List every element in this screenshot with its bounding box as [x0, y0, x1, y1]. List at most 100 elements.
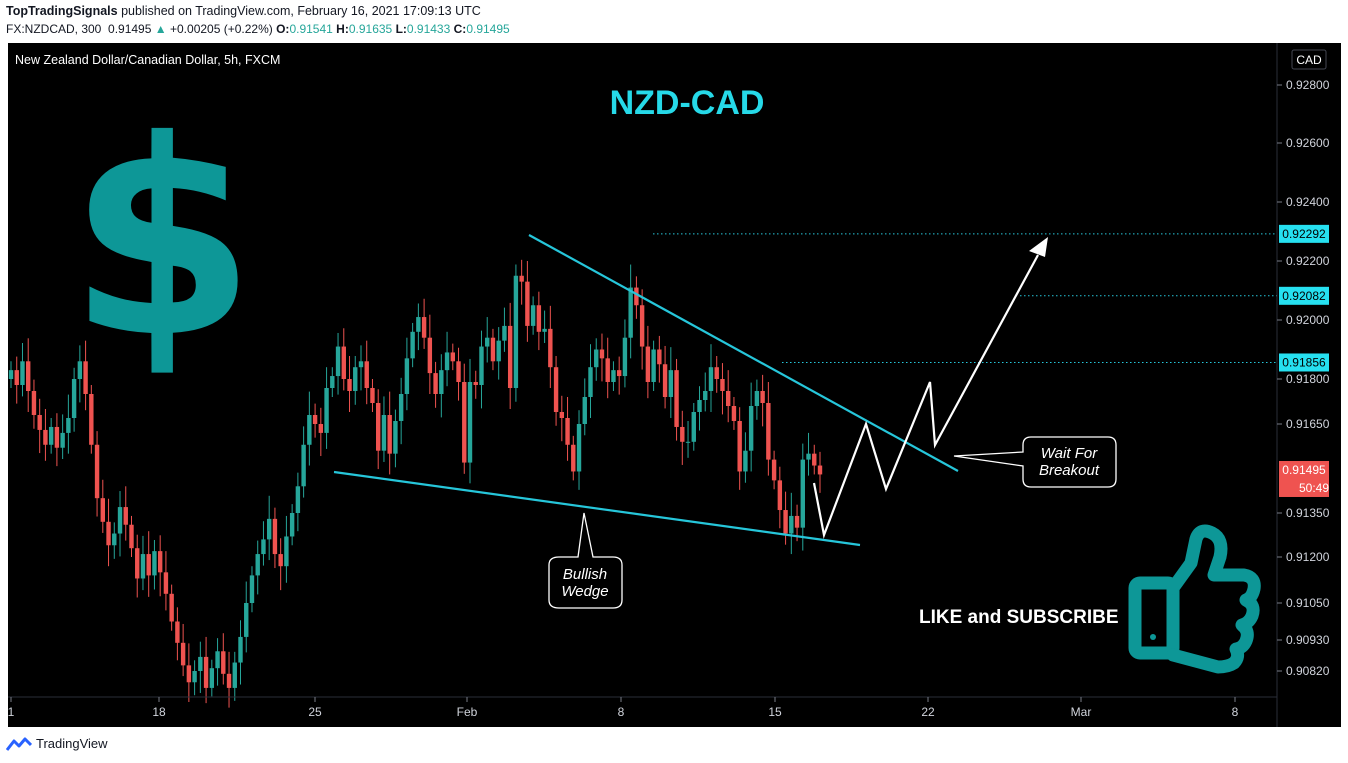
bullish-wedge-callout[interactable]: Bullish Wedge — [548, 512, 623, 609]
chart-svg[interactable]: Bullish Wedge Wait For Breakout New Zealan… — [8, 43, 1341, 727]
candle-body — [674, 370, 679, 427]
candle-body — [289, 513, 295, 537]
projection-path[interactable] — [812, 254, 1039, 540]
candle-body — [71, 379, 77, 418]
publisher-name[interactable]: TopTradingSignals — [6, 4, 118, 18]
candle-body — [215, 651, 220, 669]
candle-body — [559, 412, 565, 418]
candle-body — [622, 337, 628, 377]
candle-body — [513, 275, 519, 388]
candle-body — [662, 364, 668, 397]
y-tick-label: 0.90820 — [1286, 664, 1330, 678]
candle-body — [645, 346, 651, 382]
last-price-label: 0.91495 — [1282, 463, 1326, 477]
candle-body — [697, 400, 702, 412]
candle-body — [54, 426, 60, 448]
time-axis[interactable]: 1 18 25 Feb 8 15 22 Mar 8 — [8, 697, 1239, 719]
candle-body — [180, 642, 186, 666]
candle-body — [238, 636, 243, 663]
candle-body — [553, 367, 559, 412]
candle-body — [485, 337, 490, 347]
candle-body — [439, 370, 444, 394]
candle-body — [754, 391, 760, 406]
candle-body — [536, 305, 542, 332]
price-tags: 0.92292 0.92082 0.91856 0.91495 50:49 — [1279, 224, 1329, 497]
candle-body — [261, 539, 266, 555]
candle-body — [548, 328, 553, 368]
candle-body — [714, 367, 719, 379]
candle-body — [450, 352, 455, 362]
candle-body — [748, 406, 754, 451]
candle-body — [651, 349, 656, 382]
svg-text:CAD: CAD — [1296, 53, 1322, 67]
candle-body — [100, 498, 106, 522]
candle-body — [123, 507, 128, 525]
change-value: +0.00205 (+0.22%) — [170, 22, 273, 36]
candle-body — [571, 444, 576, 472]
like-subscribe-text: LIKE and SUBSCRIBE — [919, 607, 1119, 628]
wedge-upper-line[interactable] — [528, 234, 959, 472]
candle-body — [140, 554, 146, 579]
candle-body — [278, 554, 283, 567]
candle-body — [691, 412, 696, 442]
breakout-callout[interactable]: Wait For Breakout — [953, 436, 1117, 488]
y-tick-label: 0.91350 — [1286, 506, 1330, 520]
last-price-countdown: 50:49 — [1299, 481, 1329, 495]
candle-body — [175, 621, 180, 643]
x-tick-label: 8 — [1232, 705, 1239, 719]
candle-body — [60, 432, 65, 448]
candle-body — [66, 418, 71, 433]
open-value: 0.91541 — [289, 22, 333, 36]
candle-body — [347, 379, 352, 391]
chart-panel[interactable]: Bullish Wedge Wait For Breakout New Zealan… — [8, 43, 1341, 727]
candle-body — [582, 397, 587, 424]
y-tick-label: 0.92400 — [1286, 195, 1330, 209]
price-axis[interactable]: 0.92800 0.92600 0.92400 0.92200 0.92000 0.918… — [1277, 78, 1330, 678]
price-levels — [653, 233, 1277, 363]
y-tick-label: 0.92200 — [1286, 254, 1330, 268]
candle-body — [295, 486, 301, 513]
price-level-tag-label: 0.92292 — [1282, 227, 1326, 241]
x-tick-label: 25 — [308, 705, 322, 719]
currency-button[interactable]: CAD — [1291, 49, 1327, 70]
price-level-tag-label: 0.92082 — [1282, 289, 1326, 303]
candle-body — [301, 444, 306, 487]
open-label: O: — [276, 22, 290, 36]
candle-body — [364, 361, 369, 388]
candle-body — [135, 548, 140, 579]
candle-body — [83, 361, 88, 394]
candle-body — [416, 317, 421, 332]
candle-body — [244, 603, 249, 637]
instrument-label: New Zealand Dollar/Canadian Dollar, 5h, … — [15, 53, 280, 67]
close-label: C: — [453, 22, 467, 36]
candle-body — [335, 346, 341, 377]
x-tick-label: 22 — [921, 705, 935, 719]
candle-body — [20, 361, 25, 385]
candle-body — [255, 554, 260, 576]
candle-body — [266, 518, 272, 540]
candle-body — [519, 275, 524, 282]
wedge-lower-line[interactable] — [333, 470, 861, 547]
low-value: 0.91433 — [406, 22, 451, 36]
candle-body — [668, 370, 674, 397]
candle-body — [94, 444, 100, 499]
thumbs-up-icon — [1128, 524, 1261, 674]
candle-body — [393, 421, 398, 454]
candle-body — [800, 459, 805, 528]
candle-body — [43, 429, 48, 445]
projection-arrowhead — [1029, 237, 1048, 257]
candle-body — [117, 507, 123, 534]
high-label: H: — [336, 22, 349, 36]
candle-body — [703, 391, 708, 400]
candle-body — [777, 480, 783, 511]
candle-body — [433, 373, 438, 394]
y-tick-label: 0.92800 — [1286, 78, 1330, 92]
candle-body — [249, 575, 255, 603]
y-tick-label: 0.91200 — [1286, 550, 1330, 564]
candle-body — [37, 415, 42, 430]
candle-body — [473, 382, 478, 385]
candle-body — [358, 361, 364, 368]
candle-body — [31, 391, 37, 415]
footer: TradingView — [6, 736, 108, 751]
footer-brand[interactable]: TradingView — [36, 736, 108, 751]
